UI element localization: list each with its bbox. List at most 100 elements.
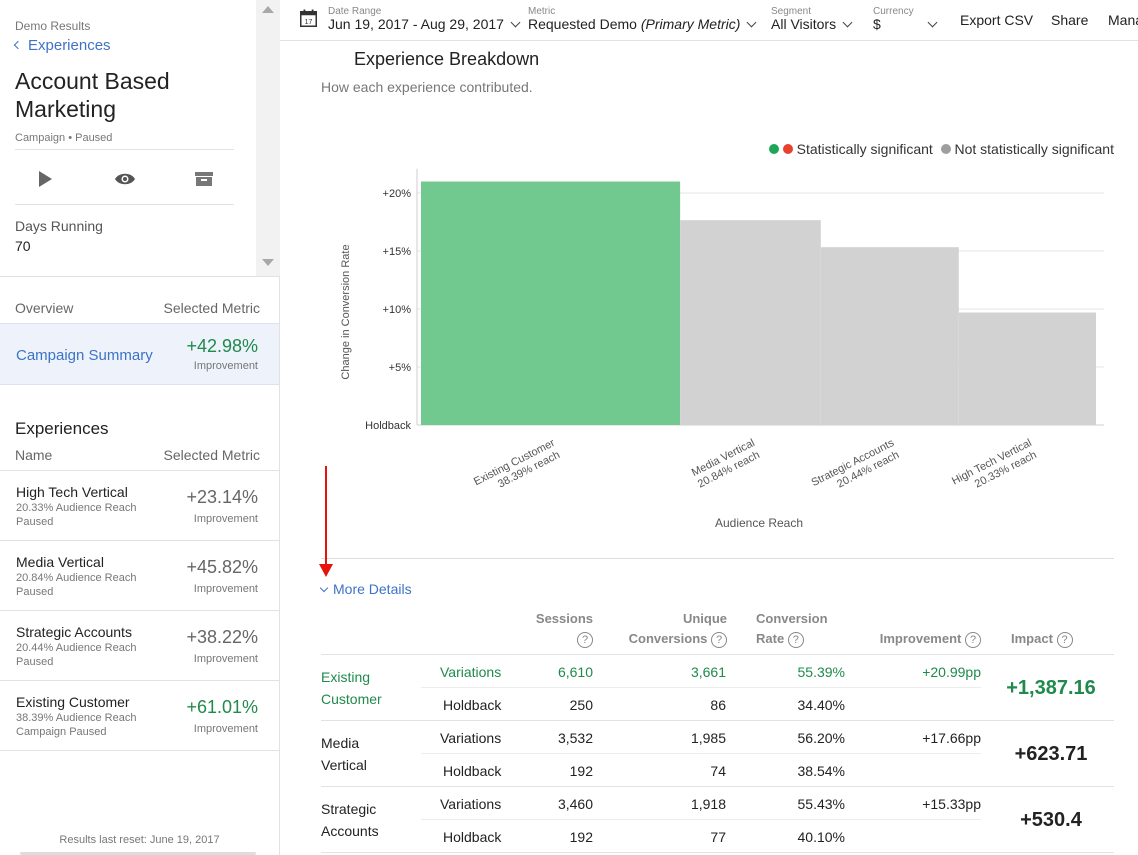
variations-improvement: +15.33pp (922, 796, 981, 812)
sidebar-scrollbar[interactable] (256, 0, 280, 277)
experience-item-media-vertical[interactable]: Media Vertical 20.84% Audience Reach Pau… (0, 541, 279, 611)
row-divider (321, 654, 1114, 655)
impact-header: Impact ? (1011, 629, 1073, 649)
experience-value-sub: Improvement (193, 513, 258, 525)
variations-conversions: 1,918 (690, 796, 726, 812)
holdback-label: Holdback (443, 697, 502, 713)
preview-button[interactable] (113, 167, 137, 191)
experience-breakdown-chart: Holdback+5%+10%+15%+20%Existing Customer… (340, 168, 1104, 530)
archive-icon (195, 172, 213, 186)
breakdown-subtitle: How each experience contributed. (321, 79, 533, 95)
variations-conversions: 1,985 (690, 730, 726, 746)
chevron-down-icon (842, 17, 853, 28)
impact-value: +530.4 (1020, 809, 1082, 831)
divider (321, 558, 1114, 559)
variations-improvement: +17.66pp (922, 730, 981, 746)
selected-metric-label: Selected Metric (163, 300, 260, 316)
variations-rate: 55.43% (797, 796, 845, 812)
export-csv-button[interactable]: Export CSV (960, 12, 1034, 28)
chart-legend: Statistically significant Not statistica… (768, 141, 1114, 157)
row-divider (321, 786, 1114, 787)
conversion-rate-header: Conversion Rate ? (756, 609, 856, 649)
experience-name: High Tech Vertical (16, 484, 128, 500)
legend-not-significant-label: Not statistically significant (954, 141, 1114, 157)
date-range-selector[interactable]: Date Range Jun 19, 2017 - Aug 29, 2017 (328, 6, 521, 32)
variations-sessions: 6,610 (557, 664, 593, 680)
share-button[interactable]: Share (1051, 12, 1089, 28)
row-divider (321, 720, 1114, 721)
impact-value: +623.71 (1014, 743, 1088, 765)
campaign-summary-sub: Improvement (193, 360, 258, 372)
experience-item-high-tech-vertical[interactable]: High Tech Vertical 20.33% Audience Reach… (0, 471, 279, 541)
variations-rate: 56.20% (797, 730, 845, 746)
experiences-header: Name Selected Metric (15, 447, 260, 463)
chevron-left-icon (13, 40, 23, 50)
group-name-line1: Strategic (321, 801, 377, 817)
experience-status: Campaign Paused (16, 726, 107, 738)
experience-item-strategic-accounts[interactable]: Strategic Accounts 20.44% Audience Reach… (0, 611, 279, 681)
chevron-down-icon (746, 17, 757, 28)
calendar-icon[interactable]: 17 (300, 9, 317, 27)
bar-high-tech-vertical (958, 312, 1096, 425)
more-details-toggle[interactable]: More Details (319, 581, 412, 597)
date-range-value: Jun 19, 2017 - Aug 29, 2017 (328, 16, 504, 32)
scroll-down-icon[interactable] (262, 259, 274, 266)
experience-status: Paused (16, 516, 54, 528)
chevron-down-icon (319, 583, 329, 593)
campaign-summary-label: Campaign Summary (16, 347, 153, 364)
group-name-line1: Existing (321, 669, 371, 685)
experience-value: +38.22% (186, 627, 258, 647)
row-divider (421, 819, 981, 820)
currency-selector[interactable]: Currency $ (873, 6, 938, 32)
experience-item-existing-customer[interactable]: Existing Customer 38.39% Audience Reach … (0, 681, 279, 751)
segment-selector[interactable]: Segment All Visitors (771, 6, 853, 32)
experience-reach: 20.44% Audience Reach (16, 642, 137, 654)
experience-value: +61.01% (186, 697, 258, 717)
variations-sessions: 3,532 (557, 730, 593, 746)
metric-selector[interactable]: Metric Requested Demo (Primary Metric) (528, 6, 757, 32)
sessions-header-label: Sessions (535, 611, 593, 626)
chevron-down-icon (510, 17, 521, 28)
selected-metric-column-label: Selected Metric (163, 447, 260, 463)
unique-header-line1: Unique (682, 611, 727, 626)
help-icon[interactable]: ? (965, 631, 981, 648)
group-name-line2: Vertical (321, 757, 367, 773)
holdback-rate: 38.54% (797, 763, 845, 779)
help-icon[interactable]: ? (577, 631, 593, 648)
experience-name: Strategic Accounts (16, 624, 132, 640)
currency-value: $ (873, 16, 881, 32)
help-icon[interactable]: ? (1056, 631, 1073, 648)
improvement-header-label: Improvement (879, 631, 962, 646)
campaign-header: Demo Results Experiences Account Based M… (0, 0, 256, 277)
experience-reach: 20.33% Audience Reach (16, 502, 137, 514)
reset-button-edge[interactable] (20, 852, 256, 855)
play-button[interactable] (33, 167, 57, 191)
campaign-summary-value: +42.98% (186, 336, 258, 356)
row-divider (421, 753, 981, 754)
days-running-value: 70 (15, 238, 31, 254)
days-running-label: Days Running (15, 218, 103, 234)
archive-button[interactable] (192, 167, 216, 191)
manage-button[interactable]: Mana (1108, 12, 1138, 28)
overview-header: Overview Selected Metric (15, 300, 260, 316)
help-icon[interactable]: ? (787, 631, 804, 648)
experience-status: Paused (16, 586, 54, 598)
date-range-label: Date Range (328, 6, 382, 17)
back-to-experiences-link[interactable]: Experiences (13, 37, 111, 54)
main-content: Experience Breakdown How each experience… (280, 42, 1138, 855)
scroll-up-icon[interactable] (262, 6, 274, 13)
experience-value-sub: Improvement (193, 583, 258, 595)
currency-label: Currency (873, 6, 914, 17)
results-reset-text: Results last reset: June 19, 2017 (59, 834, 220, 846)
experience-value: +45.82% (186, 557, 258, 577)
top-toolbar: 17 Date Range Jun 19, 2017 - Aug 29, 201… (280, 0, 1138, 41)
eye-icon (115, 173, 135, 185)
y-tick-label: +15% (383, 246, 412, 258)
campaign-summary-item[interactable]: Campaign Summary +42.98% Improvement (0, 323, 279, 385)
help-icon[interactable]: ? (711, 631, 727, 648)
unique-header-line2: Conversions (628, 631, 708, 646)
group-name-line2: Customer (321, 691, 382, 707)
significant-red-dot (782, 144, 793, 155)
calendar-day: 17 (305, 19, 313, 26)
bar-existing-customer (421, 181, 681, 425)
